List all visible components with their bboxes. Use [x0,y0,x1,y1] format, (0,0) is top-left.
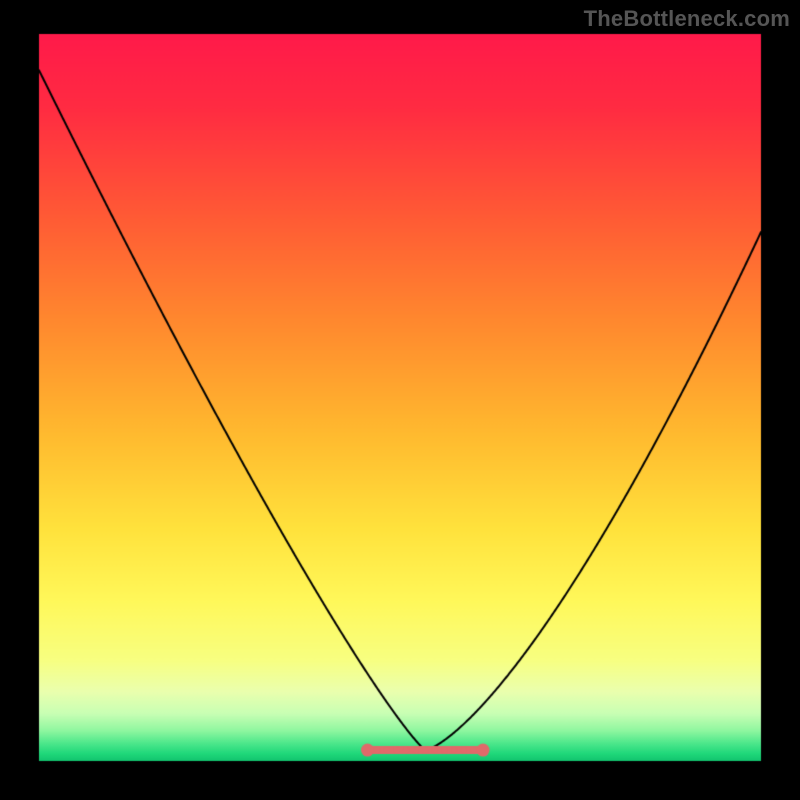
chart-stage: TheBottleneck.com [0,0,800,800]
bottleneck-chart-canvas [0,0,800,800]
